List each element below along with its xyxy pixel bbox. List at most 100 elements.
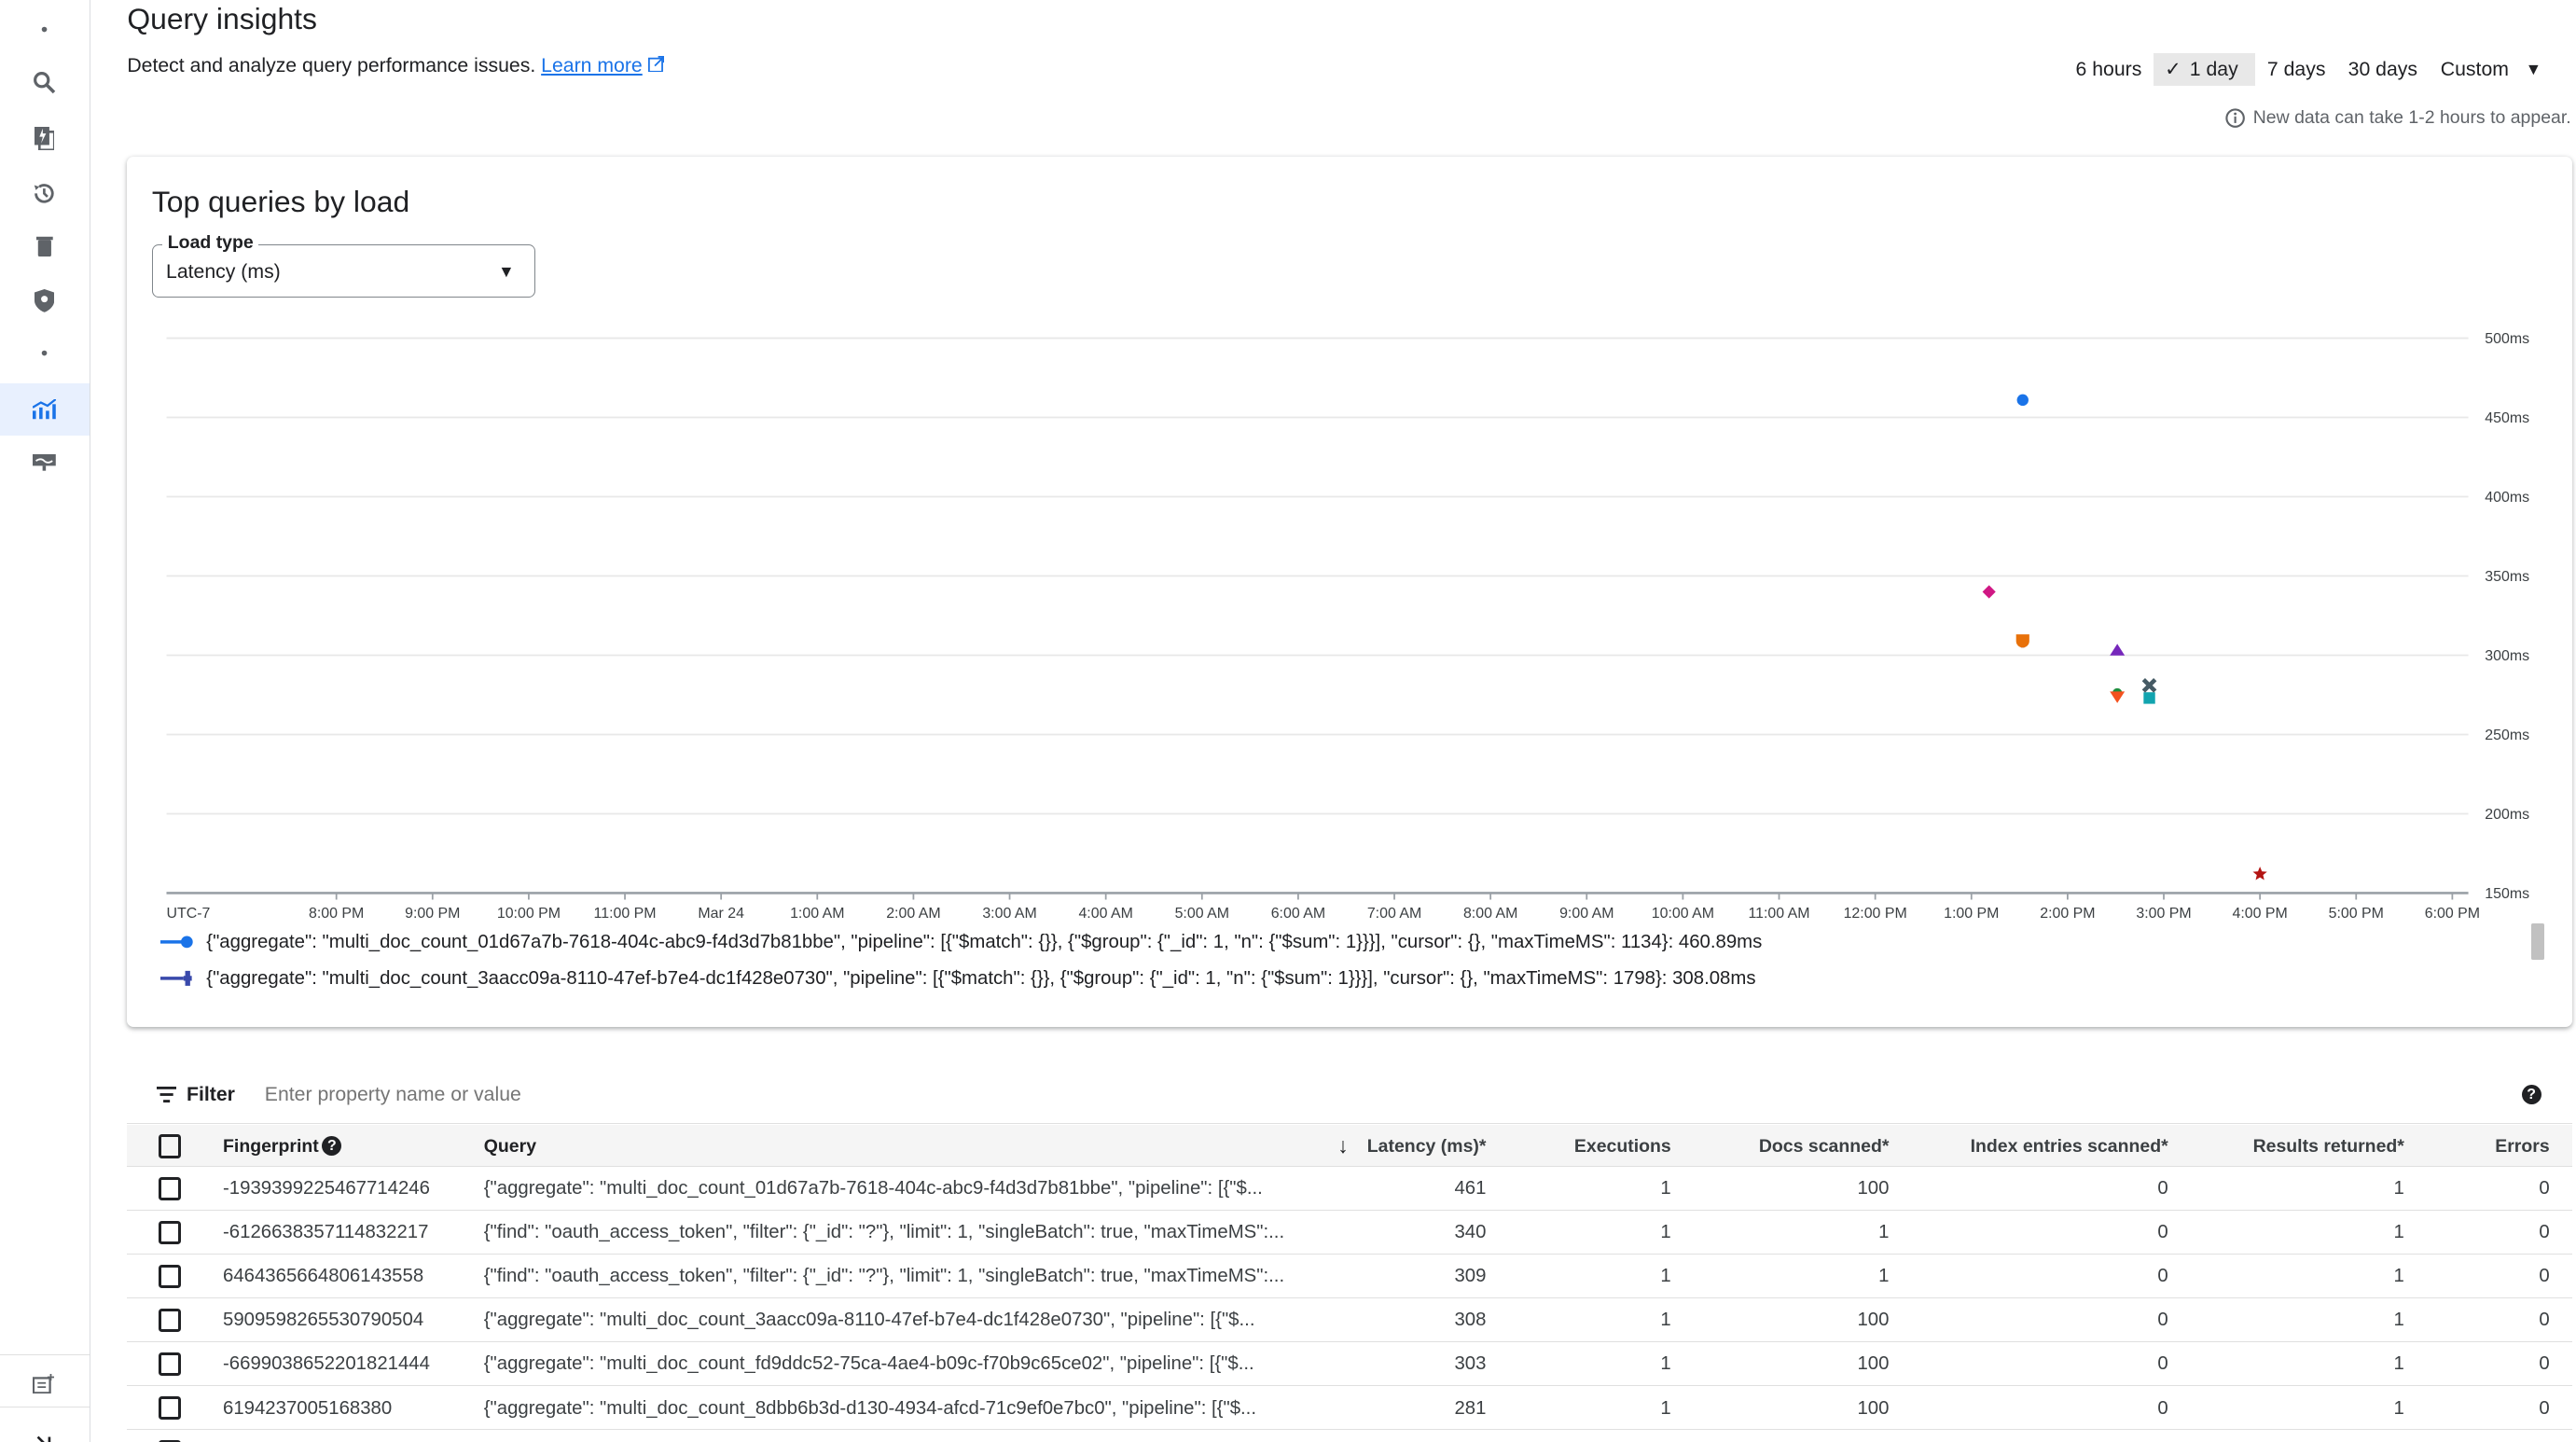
- cell-executions: 1: [1660, 1398, 1670, 1420]
- sort-descending-icon[interactable]: ↓: [1337, 1133, 1349, 1158]
- cell-errors: 0: [2539, 1266, 2549, 1287]
- row-checkbox[interactable]: [159, 1352, 181, 1376]
- cell-docs-scanned: 100: [1857, 1178, 1889, 1199]
- filter-input[interactable]: [261, 1082, 928, 1109]
- x-tick-label: 6:00 PM: [2425, 906, 2480, 922]
- y-tick-label: 150ms: [2486, 886, 2530, 902]
- cell-query[interactable]: {"find": "oauth_access_token", "filter":…: [484, 1266, 1284, 1287]
- cell-results-returned: 1: [2394, 1266, 2404, 1287]
- filter-icon: [157, 1087, 176, 1103]
- x-tick-label: 5:00 AM: [1175, 906, 1229, 922]
- dot-icon[interactable]: [0, 334, 90, 373]
- range-label: 7 days: [2267, 58, 2326, 81]
- release-notes-icon[interactable]: [0, 1364, 90, 1403]
- page-subtitle: Detect and analyze query performance iss…: [127, 54, 664, 77]
- y-tick-label: 250ms: [2486, 728, 2530, 743]
- document-bolt-icon[interactable]: [0, 118, 90, 158]
- header-results-returned[interactable]: Results returned*: [2253, 1136, 2404, 1158]
- cell-query[interactable]: {"aggregate": "multi_doc_count_3aacc09a-…: [484, 1310, 1255, 1331]
- x-tick-label: 4:00 PM: [2233, 906, 2288, 922]
- dot-icon[interactable]: [0, 10, 90, 49]
- learn-more-link[interactable]: Learn more: [541, 54, 643, 76]
- cell-query[interactable]: {"aggregate": "multi_doc_count_01d67a7b-…: [484, 1178, 1263, 1199]
- table-row[interactable]: -8295002236194316765 {"aggregate": "mult…: [127, 1430, 2572, 1442]
- history-icon[interactable]: [0, 173, 90, 213]
- cell-errors: 0: [2539, 1398, 2549, 1420]
- legend-label: {"aggregate": "multi_doc_count_3aacc09a-…: [206, 968, 1755, 990]
- header-fingerprint[interactable]: Fingerprint: [223, 1136, 319, 1158]
- cell-fingerprint: 6464365664806143558: [223, 1266, 423, 1287]
- caret-down-icon: ▼: [2526, 60, 2542, 79]
- cell-latency: 308: [1454, 1310, 1486, 1331]
- expand-sidebar-icon[interactable]: [0, 1423, 90, 1442]
- x-tick-label: 3:00 PM: [2137, 906, 2192, 922]
- table-row[interactable]: 6194237005168380 {"aggregate": "multi_do…: [127, 1386, 2572, 1430]
- cell-docs-scanned: 100: [1857, 1310, 1889, 1331]
- table-help-icon[interactable]: ?: [2522, 1085, 2541, 1104]
- cell-executions: 1: [1660, 1353, 1670, 1375]
- y-tick-label: 300ms: [2486, 648, 2530, 664]
- cell-query[interactable]: {"aggregate": "multi_doc_count_8dbb6b3d-…: [484, 1398, 1256, 1420]
- sidebar: [0, 0, 90, 1442]
- header-query[interactable]: Query: [484, 1136, 536, 1158]
- cell-docs-scanned: 100: [1857, 1353, 1889, 1375]
- subtitle-text: Detect and analyze query performance iss…: [127, 54, 535, 76]
- row-checkbox[interactable]: [159, 1265, 181, 1288]
- external-link-icon: [648, 56, 665, 73]
- header-docs-scanned[interactable]: Docs scanned*: [1759, 1136, 1890, 1158]
- cell-index-entries: 0: [2157, 1178, 2167, 1199]
- cell-fingerprint: 5909598265530790504: [223, 1310, 423, 1331]
- cell-errors: 0: [2539, 1310, 2549, 1331]
- range-1-day[interactable]: ✓1 day: [2154, 53, 2256, 86]
- range-6-hours[interactable]: 6 hours: [2064, 53, 2154, 86]
- x-tick-label: 10:00 PM: [497, 906, 561, 922]
- search-icon[interactable]: [0, 62, 90, 102]
- load-type-select[interactable]: Load type Latency (ms) ▼: [152, 244, 535, 298]
- header-executions[interactable]: Executions: [1574, 1136, 1671, 1158]
- insights-chart-icon[interactable]: [0, 383, 90, 437]
- cell-fingerprint: -6699038652201821444: [223, 1353, 430, 1375]
- range-label: 30 days: [2348, 58, 2417, 81]
- cell-index-entries: 0: [2157, 1222, 2167, 1243]
- range-custom[interactable]: Custom▼: [2429, 53, 2553, 86]
- legend-item[interactable]: {"aggregate": "multi_doc_count_01d67a7b-…: [160, 932, 1763, 953]
- shield-icon[interactable]: [0, 281, 90, 320]
- row-checkbox[interactable]: [159, 1177, 181, 1200]
- data-point-star: [2253, 867, 2267, 880]
- row-checkbox[interactable]: [159, 1396, 181, 1420]
- y-tick-label: 350ms: [2486, 569, 2530, 585]
- range-7-days[interactable]: 7 days: [2256, 53, 2337, 86]
- cell-query[interactable]: {"find": "oauth_access_token", "filter":…: [484, 1222, 1284, 1243]
- table-row[interactable]: -6126638357114832217 {"find": "oauth_acc…: [127, 1211, 2572, 1255]
- header-latency[interactable]: Latency (ms)*: [1367, 1136, 1487, 1158]
- filter-bar: Filter: [157, 1082, 928, 1109]
- row-checkbox[interactable]: [159, 1221, 181, 1244]
- trash-icon[interactable]: [0, 227, 90, 266]
- table-row[interactable]: 6464365664806143558 {"find": "oauth_acce…: [127, 1255, 2572, 1298]
- monitor-icon[interactable]: [0, 442, 90, 481]
- table-row[interactable]: 5909598265530790504 {"aggregate": "multi…: [127, 1298, 2572, 1342]
- cell-fingerprint: -6126638357114832217: [223, 1222, 428, 1243]
- x-tick-label: 2:00 PM: [2041, 906, 2096, 922]
- legend-scrollbar[interactable]: [2531, 923, 2544, 960]
- cell-errors: 0: [2539, 1222, 2549, 1243]
- table-row[interactable]: -1939399225467714246 {"aggregate": "mult…: [127, 1167, 2572, 1211]
- page-title: Query insights: [127, 2, 317, 36]
- legend-item[interactable]: {"aggregate": "multi_doc_count_3aacc09a-…: [160, 968, 1756, 990]
- fingerprint-help-icon[interactable]: ?: [322, 1136, 341, 1156]
- cell-index-entries: 0: [2157, 1310, 2167, 1331]
- data-delay-notice: New data can take 1-2 hours to appear.: [2225, 107, 2571, 129]
- data-point-shield: [2016, 634, 2029, 647]
- row-checkbox[interactable]: [159, 1309, 181, 1332]
- check-icon: ✓: [2165, 58, 2181, 81]
- header-errors[interactable]: Errors: [2495, 1136, 2549, 1158]
- x-tick-label: 11:00 PM: [594, 906, 657, 922]
- cell-docs-scanned: 100: [1857, 1398, 1889, 1420]
- select-all-checkbox[interactable]: [159, 1134, 181, 1158]
- cell-query[interactable]: {"aggregate": "multi_doc_count_fd9ddc52-…: [484, 1353, 1254, 1375]
- timezone-label: UTC-7: [167, 906, 211, 922]
- range-30-days[interactable]: 30 days: [2336, 53, 2429, 86]
- header-index-entries[interactable]: Index entries scanned*: [1971, 1136, 2168, 1158]
- x-tick-label: 1:00 PM: [1944, 906, 1999, 922]
- table-row[interactable]: -6699038652201821444 {"aggregate": "mult…: [127, 1342, 2572, 1386]
